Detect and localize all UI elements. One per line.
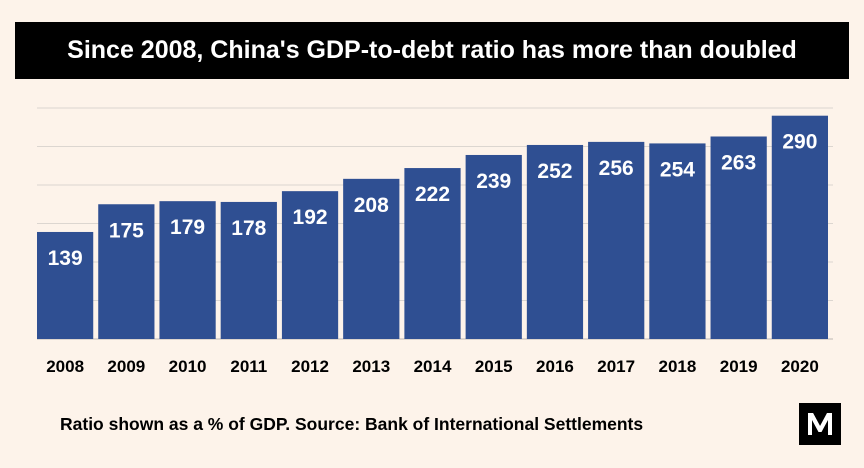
data-label-2016: 252 [537,160,572,183]
x-tick-2016: 2016 [536,357,574,376]
bar-2019 [710,136,767,339]
x-tick-2018: 2018 [659,357,697,376]
data-label-2013: 208 [354,194,389,217]
data-labels: 139 175 179 178 192 208 222 239 252 256 254 263 290 [48,131,818,270]
x-tick-2009: 2009 [107,357,145,376]
source-note: Ratio shown as a % of GDP. Source: Bank … [60,414,644,434]
data-label-2011: 178 [231,217,266,240]
x-tick-2010: 2010 [169,357,207,376]
data-label-2017: 256 [599,157,634,180]
bar-2010 [159,201,216,339]
bar-2014 [404,168,461,339]
data-label-2010: 179 [170,216,205,239]
data-label-2008: 139 [48,247,83,270]
bar-2016 [526,144,584,339]
x-tick-2017: 2017 [597,357,635,376]
bar-2012 [281,191,339,339]
bar-2015 [465,154,522,339]
x-tick-labels: 2008 2009 2010 2011 2012 2013 2014 2015 2016 2017… [46,357,819,376]
x-tick-2013: 2013 [352,357,390,376]
data-label-2014: 222 [415,183,450,206]
data-label-2015: 239 [476,170,511,193]
nm-logo: NM [799,403,841,445]
bar-2013 [343,178,400,339]
data-label-2009: 175 [109,219,144,242]
x-tick-2011: 2011 [230,357,267,376]
x-tick-2008: 2008 [46,357,84,376]
bar-2011 [220,201,277,339]
data-label-2018: 254 [660,158,695,181]
x-tick-2019: 2019 [720,357,758,376]
bar-2008 [37,231,94,339]
x-tick-2014: 2014 [414,357,452,376]
data-label-2012: 192 [293,206,328,229]
data-label-2020: 290 [782,131,817,154]
x-tick-2020: 2020 [781,357,819,376]
x-tick-2015: 2015 [475,357,513,376]
bar-2018 [649,143,706,339]
x-tick-2012: 2012 [291,357,329,376]
data-label-2019: 263 [721,151,756,174]
chart-title: Since 2008, China's GDP-to-debt ratio ha… [15,22,849,79]
bar-2017 [588,141,645,339]
bar-2009 [98,204,155,339]
bar-2020 [771,115,828,339]
bars [37,115,828,339]
